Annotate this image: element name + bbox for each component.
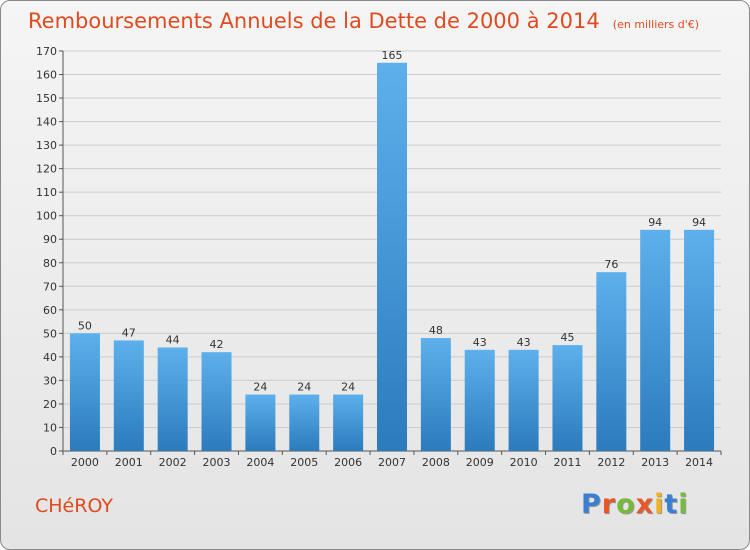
logo-letter: x [635, 489, 655, 520]
data-label: 24 [297, 381, 311, 394]
y-tick-label: 30 [43, 374, 57, 387]
x-tick-label: 2005 [290, 456, 318, 469]
x-tick-label: 2014 [685, 456, 713, 469]
y-tick-label: 80 [43, 257, 57, 270]
data-label: 24 [253, 381, 267, 394]
y-tick-label: 70 [43, 280, 57, 293]
data-label: 94 [692, 216, 706, 229]
bar-2010 [508, 349, 539, 451]
x-tick-label: 2002 [159, 456, 187, 469]
y-tick-label: 40 [43, 351, 57, 364]
bar-2008 [420, 338, 451, 451]
bar-2003 [201, 352, 232, 451]
bar-2013 [640, 229, 671, 451]
x-tick-label: 2003 [203, 456, 231, 469]
y-tick-label: 90 [43, 233, 57, 246]
chart-title: Remboursements Annuels de la Dette de 20… [28, 9, 600, 33]
bar-2014 [684, 229, 715, 451]
logo-letter: r [601, 489, 617, 520]
logo-letter: o [616, 489, 636, 520]
proxiti-logo: Proxiti [581, 489, 689, 520]
bar-2009 [464, 349, 495, 451]
bar-2011 [552, 345, 583, 451]
bar-2000 [69, 333, 100, 451]
data-label: 165 [382, 49, 403, 62]
logo-letter: P [581, 489, 602, 520]
chart-header: Remboursements Annuels de la Dette de 20… [28, 9, 699, 33]
y-tick-label: 20 [43, 398, 57, 411]
data-label: 44 [166, 333, 180, 346]
data-label: 94 [648, 216, 662, 229]
data-label: 76 [604, 258, 618, 271]
data-label: 43 [517, 336, 531, 349]
x-tick-label: 2001 [115, 456, 143, 469]
y-tick-label: 130 [36, 139, 57, 152]
y-tick-label: 170 [36, 45, 57, 58]
bar-2005 [289, 394, 320, 451]
bar-2004 [245, 394, 276, 451]
x-tick-label: 2009 [466, 456, 494, 469]
y-tick-label: 140 [36, 116, 57, 129]
y-tick-label: 110 [36, 186, 57, 199]
bar-2002 [157, 347, 188, 451]
bars [69, 62, 715, 451]
data-label: 47 [122, 326, 136, 339]
logo-letter: t [664, 489, 679, 520]
logo-letter: i [678, 489, 689, 520]
x-tick-label: 2010 [510, 456, 538, 469]
bar-2007 [377, 62, 407, 451]
data-label: 43 [473, 336, 487, 349]
logo-letter: i [654, 489, 665, 520]
y-tick-label: 0 [50, 445, 57, 458]
x-tick-label: 2008 [422, 456, 450, 469]
data-label: 45 [560, 331, 574, 344]
x-tick-label: 2000 [71, 456, 99, 469]
y-tick-label: 100 [36, 210, 57, 223]
y-tick-label: 150 [36, 92, 57, 105]
data-label: 48 [429, 324, 443, 337]
y-tick-label: 120 [36, 163, 57, 176]
x-tick-label: 2012 [597, 456, 625, 469]
y-tick-label: 50 [43, 327, 57, 340]
bar-2012 [596, 272, 627, 451]
data-label: 50 [78, 319, 92, 332]
y-tick-label: 60 [43, 304, 57, 317]
labels: 0 10 20 30 40 50 60 70 80 90 100 110 120 130 140 150 160… [36, 45, 713, 469]
bar-2001 [113, 340, 144, 451]
x-tick-label: 2004 [246, 456, 274, 469]
y-tick-label: 10 [43, 421, 57, 434]
city-name: CHéROY [35, 495, 113, 517]
chart-unit: (en milliers d'€) [612, 18, 700, 31]
x-tick-label: 2007 [378, 456, 406, 469]
bar-2006 [333, 394, 364, 451]
x-tick-label: 2013 [641, 456, 669, 469]
data-label: 24 [341, 381, 355, 394]
y-tick-label: 160 [36, 69, 57, 82]
data-label: 42 [210, 338, 224, 351]
x-tick-label: 2011 [553, 456, 581, 469]
x-tick-label: 2006 [334, 456, 362, 469]
